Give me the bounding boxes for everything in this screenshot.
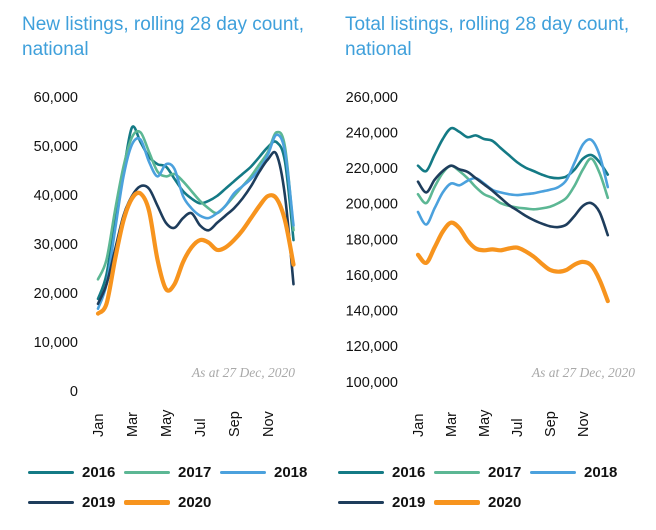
y-tick-label: 60,000 [34, 90, 78, 106]
legend-item-2020: 2020 [124, 494, 220, 511]
total-listings-chart-title: Total listings, rolling 28 day count, na… [345, 14, 630, 61]
y-tick-label: 140,000 [346, 304, 398, 320]
series-line-2020 [415, 220, 610, 304]
legend-label-2016: 2016 [82, 464, 116, 481]
legend-item-2017: 2017 [434, 464, 530, 481]
legend-line-swatch-2020 [434, 500, 480, 505]
x-tick-label: Jul [510, 418, 526, 437]
series-line-2016 [96, 125, 295, 301]
legend-item-2017: 2017 [124, 464, 220, 481]
y-tick-label: 200,000 [346, 197, 398, 213]
legend-item-2019: 2019 [338, 494, 434, 511]
legend-label-2019: 2019 [82, 494, 116, 511]
series-line-2018 [96, 133, 295, 310]
total-listings-line-chart: 260,000 240,000 220,000 200,000 180,000 160,0… [346, 90, 636, 437]
legend-label-2020: 2020 [488, 494, 522, 511]
legend-row: 2019 2020 [28, 494, 328, 511]
legend-line-swatch-2019 [28, 501, 74, 504]
legend-label-2019: 2019 [392, 494, 426, 511]
x-tick-label: Jul [193, 418, 209, 437]
series-line-2018 [416, 138, 610, 226]
y-tick-label: 20,000 [34, 286, 78, 302]
x-tick-label: Sep [543, 411, 559, 437]
legend-item-2018: 2018 [220, 464, 316, 481]
legend-item-2019: 2019 [28, 494, 124, 511]
legend-line-swatch-2016 [28, 471, 74, 474]
x-tick-label: Jan [411, 414, 427, 437]
legend-item-2016: 2016 [28, 464, 124, 481]
legend-item-2020: 2020 [434, 494, 530, 511]
legend-label-2018: 2018 [584, 464, 618, 481]
series-line-2017 [96, 129, 295, 281]
new-listings-chart-title: New listings, rolling 28 day count, nati… [22, 14, 304, 61]
x-tick-label: Mar [125, 412, 141, 437]
legend-line-swatch-2017 [434, 471, 480, 474]
y-tick-label: 10,000 [34, 335, 78, 351]
y-tick-label: 220,000 [346, 161, 398, 177]
legend-line-swatch-2018 [530, 471, 576, 474]
y-tick-label: 40,000 [34, 188, 78, 204]
legend-item-2016: 2016 [338, 464, 434, 481]
x-tick-label: May [159, 409, 175, 437]
x-tick-label: Mar [444, 412, 460, 437]
legend-label-2017: 2017 [178, 464, 212, 481]
series-line-2020 [95, 190, 296, 316]
legend-row: 2016 2017 2018 [28, 464, 328, 481]
legend-line-swatch-2017 [124, 471, 170, 474]
series-line-2017 [416, 157, 610, 211]
as-at-note: As at 27 Dec, 2020 [191, 365, 295, 380]
legend-line-swatch-2020 [124, 500, 170, 505]
total-listings-panel: Total listings, rolling 28 day count, na… [328, 0, 656, 530]
x-tick-label: Nov [261, 410, 277, 437]
x-tick-label: Sep [227, 411, 243, 437]
x-tick-label: Nov [576, 410, 592, 437]
legend-label-2017: 2017 [488, 464, 522, 481]
y-tick-label: 30,000 [34, 237, 78, 253]
series-line-2019 [416, 164, 610, 237]
legend-label-2020: 2020 [178, 494, 212, 511]
legend-line-swatch-2019 [338, 501, 384, 504]
legend-line-swatch-2016 [338, 471, 384, 474]
x-tick-label: Jan [91, 414, 107, 437]
y-tick-label: 180,000 [346, 232, 398, 248]
legend-label-2016: 2016 [392, 464, 426, 481]
y-tick-label: 50,000 [34, 139, 78, 155]
total-listings-legend: 2016 2017 2018 2019 2020 [328, 440, 656, 511]
y-tick-label: 260,000 [346, 90, 398, 106]
legend-row: 2019 2020 [338, 494, 656, 511]
y-tick-label: 0 [70, 384, 78, 400]
as-at-note: As at 27 Dec, 2020 [531, 365, 635, 380]
x-tick-label: May [477, 409, 493, 437]
y-tick-label: 120,000 [346, 339, 398, 355]
y-tick-label: 160,000 [346, 268, 398, 284]
legend-line-swatch-2018 [220, 471, 266, 474]
legend-item-2018: 2018 [530, 464, 626, 481]
legend-row: 2016 2017 2018 [338, 464, 656, 481]
new-listings-legend: 2016 2017 2018 2019 2020 [0, 440, 328, 511]
new-listings-panel: New listings, rolling 28 day count, nati… [0, 14, 328, 511]
series-line-2016 [416, 126, 610, 180]
y-tick-label: 240,000 [346, 125, 398, 141]
series-line-2019 [96, 150, 295, 306]
legend-label-2018: 2018 [274, 464, 308, 481]
y-tick-label: 100,000 [346, 375, 398, 391]
new-listings-line-chart: 60,000 50,000 40,000 30,000 20,000 10,000 0 Jan… [34, 90, 296, 437]
